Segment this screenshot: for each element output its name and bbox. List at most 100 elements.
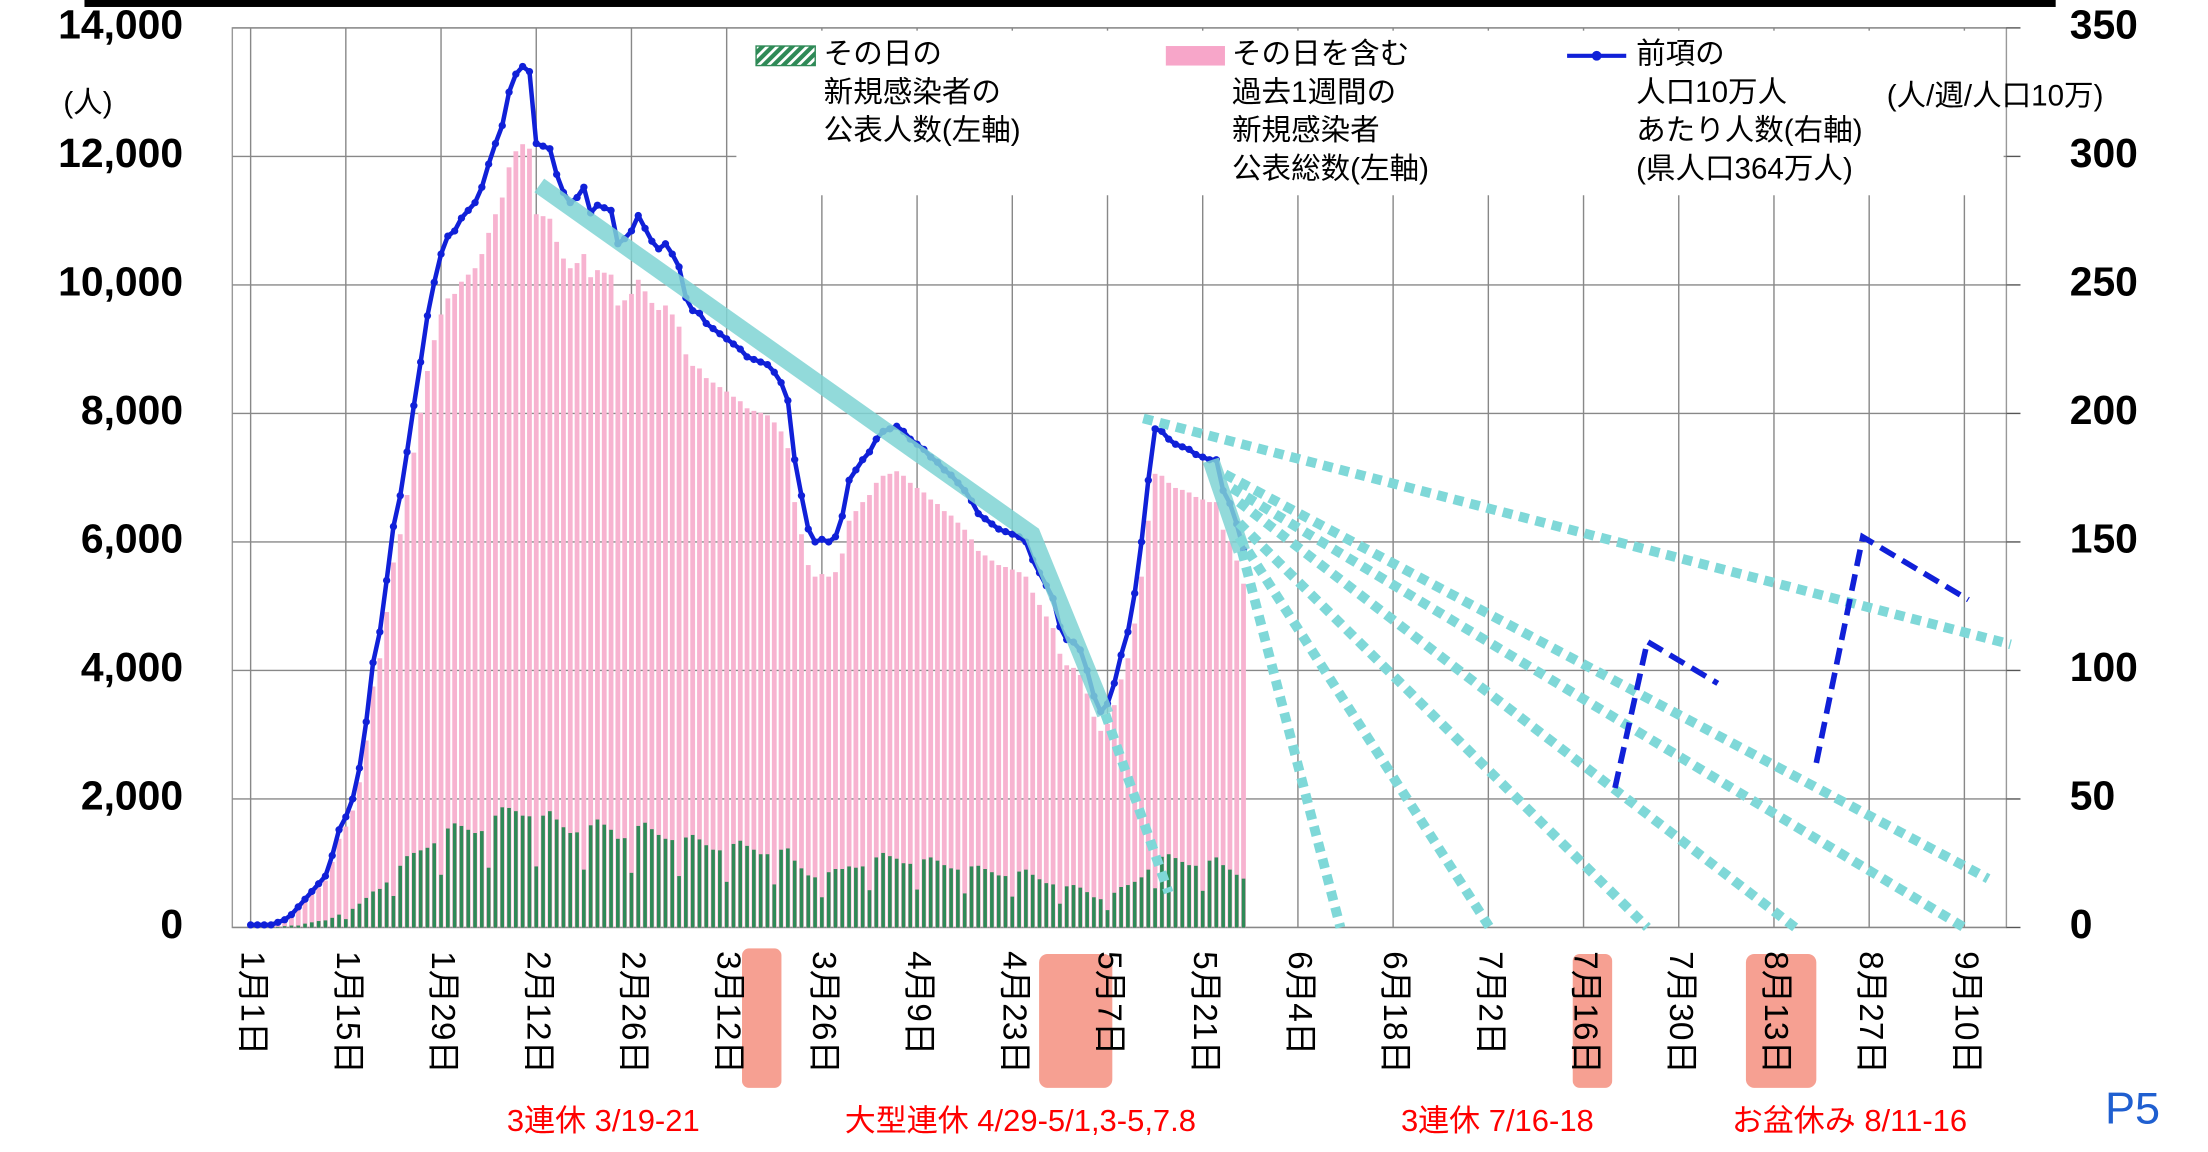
line-marker: [335, 826, 343, 834]
bar: [1160, 856, 1164, 928]
bar: [1153, 888, 1157, 928]
bar: [323, 920, 328, 928]
line-marker: [791, 456, 799, 464]
bar: [942, 865, 947, 928]
trend-lines: [534, 178, 2012, 932]
bar: [343, 826, 349, 928]
legend-label: その日の: [824, 38, 942, 71]
y2-tick-label: 150: [2070, 516, 2138, 562]
bar: [547, 218, 553, 928]
bar: [296, 925, 301, 928]
x-tick-label: 7月16日: [1567, 951, 1604, 1074]
line-marker: [689, 306, 697, 315]
bar: [765, 415, 770, 928]
line-marker: [1178, 443, 1186, 451]
bar: [1146, 869, 1151, 928]
line-marker: [321, 872, 330, 880]
line-marker: [797, 492, 806, 500]
bar: [663, 838, 668, 928]
bar: [378, 888, 382, 928]
x-tick-label: 2月26日: [614, 951, 651, 1074]
line-marker: [280, 916, 289, 924]
bar: [1024, 869, 1028, 928]
line-marker: [1165, 435, 1173, 443]
bar: [357, 782, 362, 928]
bar: [1071, 885, 1076, 928]
bar: [602, 824, 607, 928]
y2-tick-label: 200: [2070, 387, 2138, 433]
bar: [758, 412, 764, 928]
x-tick-label: 5月21日: [1186, 951, 1223, 1074]
bar: [1227, 541, 1233, 928]
bar: [867, 495, 872, 928]
x-tick-label: 1月15日: [329, 951, 366, 1074]
y2-tick-label: 250: [2070, 259, 2138, 305]
bar: [1030, 874, 1035, 928]
bar: [459, 281, 464, 928]
line-marker: [253, 921, 262, 929]
line-marker: [342, 813, 350, 821]
bar: [459, 825, 464, 928]
bar: [880, 475, 886, 928]
line-marker: [981, 515, 989, 523]
bar: [914, 487, 920, 928]
bar: [575, 832, 579, 928]
bar: [901, 863, 906, 928]
bar: [969, 866, 974, 928]
y2-tick-label: 100: [2070, 644, 2138, 690]
bar: [1214, 857, 1219, 928]
line-marker: [580, 183, 588, 191]
x-tick-label: 2月12日: [519, 951, 556, 1074]
bar: [805, 565, 811, 928]
line-marker: [784, 396, 792, 405]
line-marker: [661, 240, 670, 248]
x-tick-label: 3月26日: [805, 951, 842, 1074]
bar: [1119, 886, 1123, 928]
y2-tick-label: 350: [2070, 2, 2138, 48]
bar: [1126, 885, 1130, 928]
line-marker: [518, 62, 527, 71]
line-marker: [1171, 440, 1180, 448]
bar: [1091, 716, 1097, 928]
bar: [1228, 869, 1232, 928]
line-marker: [314, 880, 323, 888]
line-marker: [403, 448, 411, 456]
line-marker: [995, 525, 1003, 533]
line-marker: [736, 345, 744, 353]
bar: [819, 574, 825, 928]
bar: [330, 917, 335, 928]
bar: [1105, 723, 1110, 928]
line-marker: [988, 520, 996, 528]
bar: [561, 827, 566, 928]
bar: [1044, 883, 1049, 928]
bar: [350, 908, 355, 928]
bar: [507, 807, 511, 928]
bar: [1016, 572, 1022, 928]
y2-tick-label: 0: [2070, 901, 2093, 947]
line-marker: [1008, 530, 1016, 538]
bar: [1084, 693, 1090, 928]
bar: [493, 815, 498, 928]
bar: [582, 869, 586, 928]
holiday-highlights: [742, 948, 1817, 1088]
line-marker: [573, 193, 581, 202]
bar: [364, 897, 369, 928]
bar: [329, 861, 335, 928]
annotation: 3連休 3/19-21: [507, 1103, 700, 1138]
bar: [1200, 499, 1206, 928]
bar: [609, 829, 613, 928]
line-marker: [464, 206, 472, 215]
line-marker: [1117, 651, 1125, 659]
legend-background: [736, 30, 2004, 196]
bar: [887, 473, 893, 928]
bar: [357, 903, 362, 928]
bar: [737, 401, 743, 928]
trend-line: [1202, 457, 1250, 554]
bar: [643, 822, 647, 928]
line-marker: [831, 533, 840, 541]
line-marker: [505, 88, 513, 96]
bar: [983, 869, 987, 928]
bar: [520, 144, 526, 928]
legend-marker: [1591, 50, 1602, 61]
line-marker: [668, 250, 676, 258]
